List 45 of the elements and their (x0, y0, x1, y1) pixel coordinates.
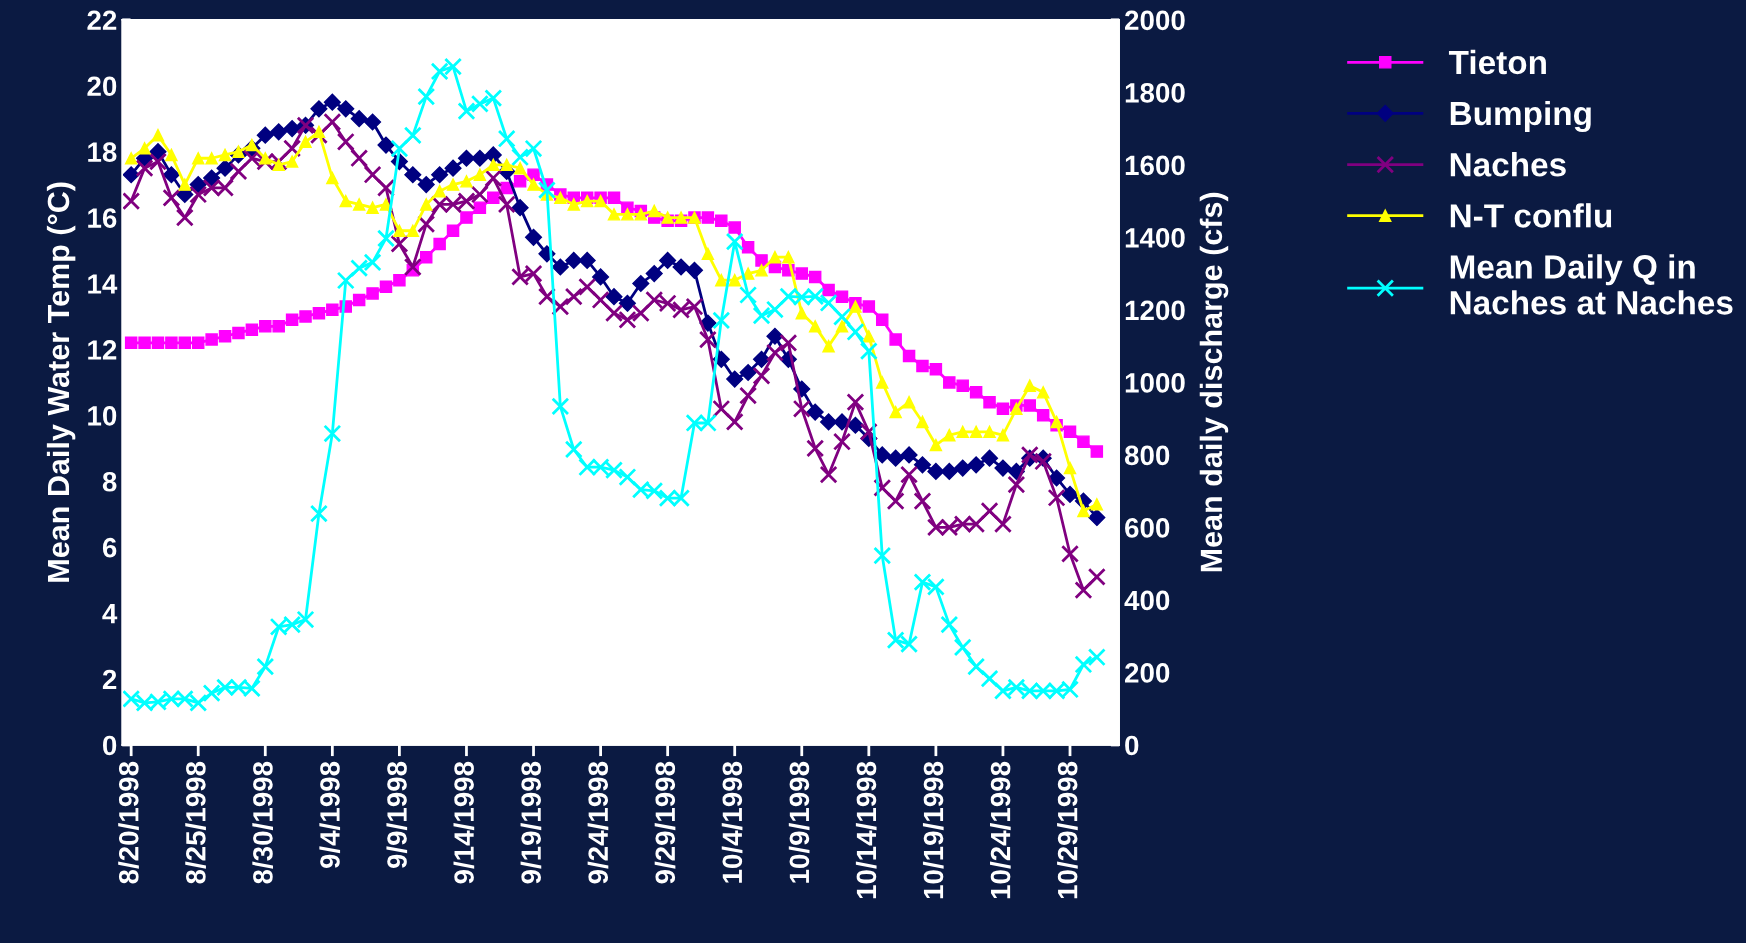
x-tick-label: 9/9/1998 (386, 761, 408, 869)
y2-tick-label: 1000 (1125, 373, 1185, 393)
y2-tick-label: 1800 (1125, 82, 1185, 103)
y-tick-label: 0 (103, 735, 117, 756)
y2-tick-label: 1400 (1125, 228, 1185, 248)
y-tick-label: 8 (102, 471, 117, 492)
legend-label: Tieton (1448, 49, 1546, 75)
x-tick-label: 9/19/1998 (520, 761, 542, 884)
y-tick-label: 6 (102, 537, 117, 558)
y2-axis-title: Mean daily discharge (cfs) (1199, 192, 1229, 572)
y-tick-label: 18 (88, 142, 117, 162)
y2-tick-label: 400 (1124, 590, 1170, 611)
y2-tick-label: 1600 (1125, 155, 1185, 176)
y-tick-label: 2 (102, 669, 117, 690)
x-tick-label: 9/14/1998 (453, 761, 475, 884)
x-tick-label: 8/30/1998 (252, 761, 274, 884)
y-tick-label: 10 (88, 406, 117, 426)
y-tick-label: 20 (87, 76, 117, 97)
y2-tick-label: 600 (1125, 518, 1170, 538)
y2-tick-label: 2000 (1125, 10, 1185, 31)
x-tick-label: 10/9/1998 (788, 761, 810, 883)
x-tick-label: 9/24/1998 (587, 761, 609, 884)
x-tick-label: 10/24/1998 (990, 761, 1011, 899)
x-tick-label: 10/4/1998 (721, 761, 743, 883)
x-tick-label: 8/20/1998 (118, 761, 139, 884)
y-tick-label: 16 (88, 208, 117, 228)
legend-label: Bumping (1450, 100, 1591, 133)
y-tick-label: 12 (88, 340, 117, 360)
x-tick-label: 9/4/1998 (319, 761, 341, 869)
y2-tick-label: 200 (1125, 663, 1170, 683)
x-tick-label: 10/14/1998 (855, 761, 877, 899)
x-tick-label: 9/29/1998 (654, 761, 676, 884)
x-tick-label: 10/29/1998 (1057, 761, 1078, 899)
y2-tick-label: 0 (1125, 735, 1139, 756)
y2-tick-label: 1200 (1125, 300, 1185, 321)
y-tick-label: 4 (102, 604, 118, 624)
legend-label: Mean Daily Q in Naches at Naches (1450, 254, 1733, 315)
y-axis-title: Mean Daily Water Temp (°C) (46, 182, 76, 582)
x-tick-label: 8/25/1998 (185, 761, 206, 884)
x-tick-label: 10/19/1998 (922, 761, 944, 899)
legend-label: N-T conflu (1450, 203, 1612, 228)
y2-tick-label: 800 (1124, 445, 1170, 466)
legend-label: Naches (1450, 152, 1566, 177)
y-tick-label: 22 (87, 10, 117, 30)
y-tick-label: 14 (88, 274, 118, 294)
